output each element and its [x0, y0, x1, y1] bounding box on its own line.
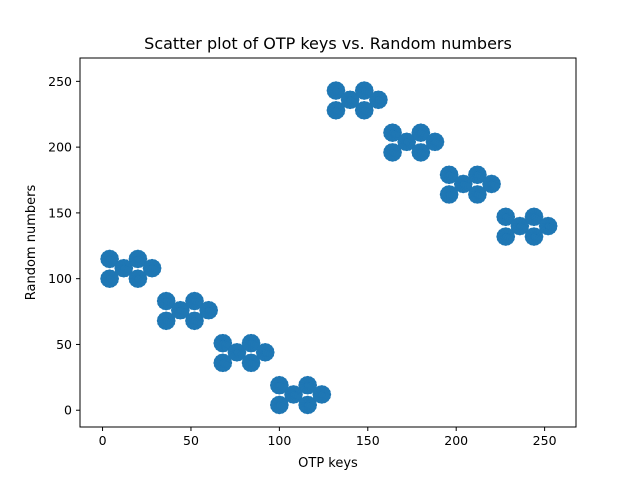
data-point: [536, 236, 543, 242]
data-point: [225, 362, 232, 369]
data-point: [169, 320, 176, 327]
x-tick-label: 250: [533, 433, 557, 448]
x-tick-label: 50: [183, 433, 199, 448]
data-point: [409, 141, 416, 148]
data-point: [466, 183, 473, 190]
data-point: [296, 393, 303, 400]
x-tick-label: 100: [267, 433, 291, 448]
y-tick-label: 0: [64, 403, 72, 418]
data-point: [338, 109, 345, 116]
data-point: [140, 278, 147, 285]
data-point: [423, 151, 430, 158]
data-point: [480, 193, 487, 200]
y-axis-ticks: 0 50 100 150 200 250: [48, 74, 80, 418]
data-point: [197, 320, 204, 327]
x-tick-label: 150: [356, 433, 380, 448]
data-point: [352, 99, 359, 106]
data-point: [310, 404, 317, 411]
data-point: [395, 151, 402, 158]
data-point: [211, 309, 218, 316]
data-point: [112, 278, 119, 285]
data-point: [437, 141, 444, 148]
y-tick-label: 150: [48, 205, 72, 220]
data-point: [452, 193, 459, 200]
scatter-points: [100, 81, 558, 415]
x-axis-label: OTP keys: [298, 456, 358, 471]
y-axis-label: Random numbers: [24, 185, 39, 301]
data-point: [154, 267, 161, 274]
chart-title: Scatter plot of OTP keys vs. Random numb…: [144, 34, 512, 53]
y-tick-label: 100: [48, 271, 72, 286]
data-point: [494, 183, 501, 190]
data-point: [253, 362, 260, 369]
data-point: [183, 309, 190, 316]
data-point: [126, 267, 133, 274]
x-tick-label: 0: [99, 433, 107, 448]
data-point: [381, 99, 388, 106]
data-point: [508, 236, 515, 242]
data-point: [522, 225, 529, 232]
y-tick-label: 50: [56, 337, 72, 352]
data-point: [239, 351, 246, 358]
data-point: [367, 109, 374, 116]
x-axis-ticks: 0 50 100 150 200 250: [99, 427, 557, 448]
x-tick-label: 200: [444, 433, 468, 448]
data-point: [282, 404, 289, 411]
data-point: [324, 393, 331, 400]
data-point: [268, 351, 275, 358]
data-point: [551, 225, 558, 232]
plot-frame: [79, 57, 577, 428]
y-tick-label: 200: [48, 140, 72, 155]
y-tick-label: 250: [48, 74, 72, 89]
